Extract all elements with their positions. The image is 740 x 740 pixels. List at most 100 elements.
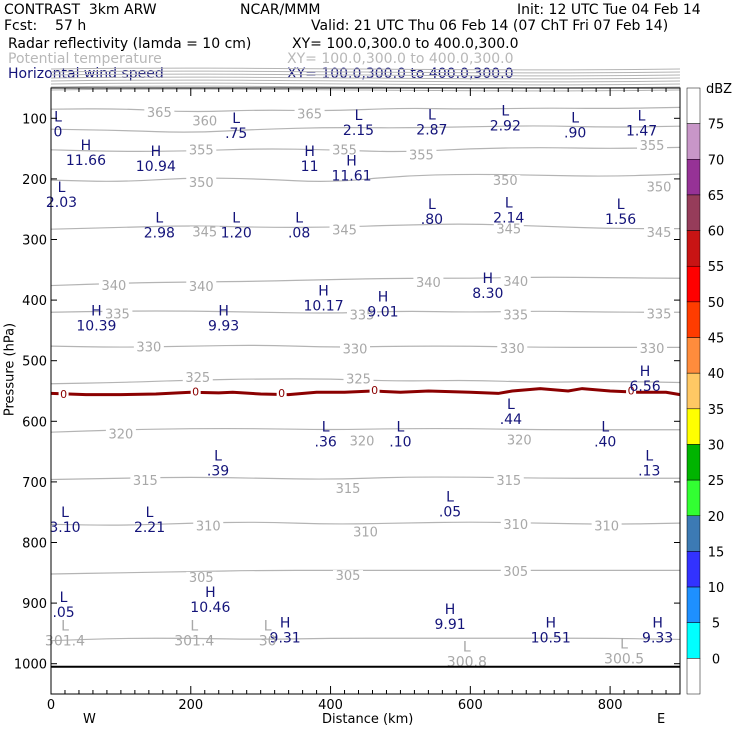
theta-label-bg [591,520,622,534]
theta-label-bg [294,108,325,122]
x-axis-west-label: W [83,712,96,727]
colorbar-level-label: 35 [708,403,725,418]
y-tick-label: 400 [22,294,47,309]
x-tick-label: 200 [178,698,203,713]
wind-extremum-value: 9.91 [434,617,465,633]
theta-label-bg [637,139,668,153]
zero-label-bg [58,389,69,401]
theta-label: 355 [189,144,214,159]
wind-extremum-value: .40 [594,435,616,451]
y-axis-title: Pressure (hPa) [2,322,18,417]
theta-label-bg [406,149,437,163]
surface-theta-marker: L [463,640,471,656]
valid-time: Valid: 21 UTC Thu 06 Feb 14 (07 ChT Fri … [311,18,669,34]
forecast-hour: Fcst: 57 h [4,18,87,34]
wind-extremum-marker: L [54,109,62,125]
theta-label-bg [347,435,378,449]
wind-extremum-value: 9.31 [270,630,301,646]
zero-dbz-line [50,387,681,397]
wind-extremum-marker: H [545,615,556,631]
theta-label-bg [644,308,675,322]
theta-label: 310 [196,519,221,534]
theta-label: 305 [503,565,528,580]
theta-label-bg [497,342,528,356]
wind-extremum-marker: H [205,585,216,601]
theta-label: 325 [185,371,210,386]
surface-theta-marker: L [190,618,198,634]
theta-label-bg [413,276,444,290]
wind-extremum-value: 2.03 [46,195,77,211]
theta-contour-upper [50,79,681,83]
wind-extremum-marker: H [483,271,494,287]
theta-label: 305 [336,569,361,584]
theta-label-bg [186,281,217,295]
wind-extremum-marker: L [322,420,330,436]
init-time: Init: 12 UTC Tue 04 Feb 14 [517,2,701,18]
wind-extremum-marker: L [571,111,579,127]
theta-contours: 365 360 365 355 355 355 355 350 350 350 345 345 345 3… [50,67,681,642]
wind-extremum-marker: L [397,420,405,436]
colorbar-level-label: 55 [708,260,725,275]
wind-extremum-marker: H [445,602,456,618]
theta-label: 335 [503,308,528,323]
theta-label: 310 [353,525,378,540]
y-tick-label: 800 [22,537,47,552]
theta-label-bg [343,373,374,387]
theta-label: 350 [493,174,518,189]
wind-extremum-value: 1.20 [221,226,252,242]
wind-extremum-value: 0 [54,124,63,140]
theta-label: 350 [647,181,672,196]
wind-extremum-value: 2.14 [493,210,524,226]
theta-label: 340 [503,275,528,290]
surface-theta-value: 300.8 [447,655,487,671]
theta-label: 315 [133,474,158,489]
colorbar-level-label: 30 [708,438,725,453]
wind-extremum-value: 6.56 [629,379,660,395]
colorbar-swatch [686,658,701,695]
xy-label-reflectivity: XY= 100.0,300.0 to 400.0,300.0 [292,36,519,52]
wind-extremum-value: 2.21 [134,520,165,536]
theta-label-bg [490,174,521,188]
theta-label-bg [182,371,213,385]
zero-label-bg [190,386,201,398]
theta-label: 315 [336,482,361,497]
field-label-theta: Potential temperature [8,51,162,67]
wind-extremum-value: .05 [52,605,74,621]
zero-dbz-label: 0 [278,387,285,400]
model-title: CONTRAST 3km ARW [4,2,157,18]
theta-contour-300 [50,637,681,642]
colorbar-swatch [686,301,701,338]
y-tick-label: 500 [22,355,47,370]
colorbar-swatch [686,230,701,267]
x-tick-label: 0 [47,698,55,713]
colorbar-swatch [686,622,701,659]
colorbar-swatch [686,123,701,160]
wind-extremum-marker: H [378,289,389,305]
y-tick-label: 100 [22,112,47,127]
colorbar-swatch [686,194,701,231]
theta-label: 335 [647,307,672,322]
theta-contour-upper [50,70,681,74]
wind-extremum-marker: L [428,108,436,124]
zero-label-bg [626,385,637,397]
theta-contour-365 [50,106,681,113]
colorbar-swatch [686,265,701,303]
theta-label: 335 [350,308,375,323]
colorbar-level-label: 20 [708,510,725,525]
wind-extremum-value: 11.66 [66,153,106,169]
wind-extremum-value: 10.39 [76,318,116,334]
theta-label-bg [130,474,161,488]
zero-label-bg [369,384,380,396]
theta-label-bg [350,526,381,540]
wind-extremum-marker: L [617,197,625,213]
wind-extremum-marker: L [645,449,653,465]
theta-label: 355 [409,149,434,164]
theta-label: 315 [496,474,521,489]
wind-extremum-marker: H [91,303,102,319]
surface-theta-value: 301.4 [45,633,85,649]
wind-extremum-marker: H [652,615,663,631]
theta-label: 365 [297,107,322,122]
wind-extremum-marker: H [218,303,229,319]
wind-extremum-marker: L [214,449,222,465]
xy-label-theta: XY= 100.0,300.0 to 400.0,300.0 [287,51,514,67]
